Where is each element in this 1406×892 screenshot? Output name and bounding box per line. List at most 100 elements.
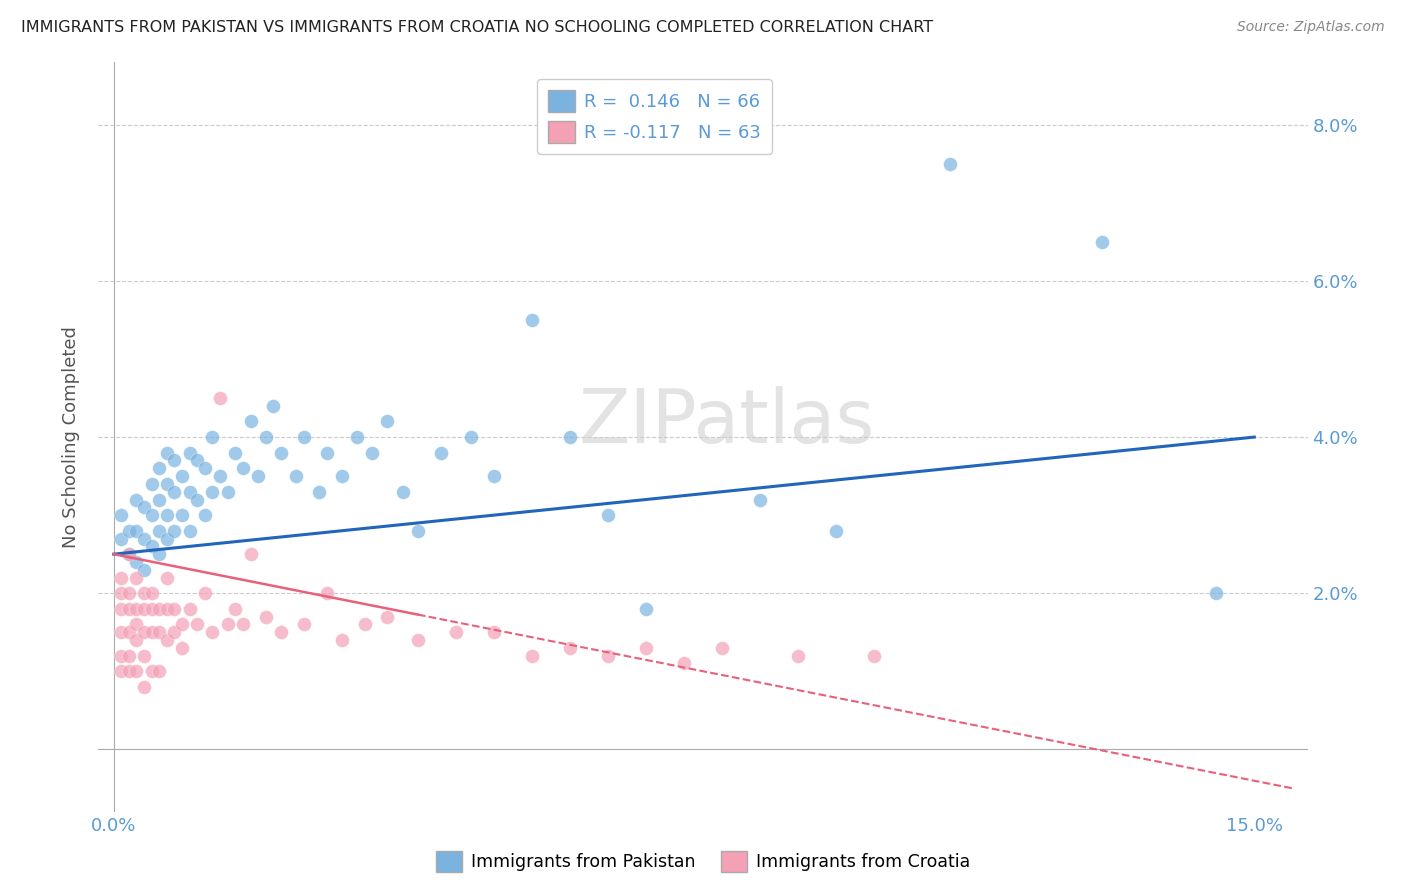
Point <box>558 430 581 444</box>
Point <box>141 508 163 523</box>
Point <box>132 602 155 616</box>
Point <box>148 547 170 561</box>
Point <box>224 602 246 616</box>
Point <box>232 461 254 475</box>
Text: IMMIGRANTS FROM PAKISTAN VS IMMIGRANTS FROM CROATIA NO SCHOOLING COMPLETED CORRE: IMMIGRANTS FROM PAKISTAN VS IMMIGRANTS F… <box>21 20 934 35</box>
Point <box>125 602 148 616</box>
Point <box>292 430 315 444</box>
Point <box>308 484 330 499</box>
Point <box>194 586 217 600</box>
Point <box>247 469 270 483</box>
Point <box>377 609 399 624</box>
Point <box>148 461 170 475</box>
Point <box>141 586 163 600</box>
Point <box>186 453 208 467</box>
Point <box>170 469 193 483</box>
Point <box>444 625 467 640</box>
Point <box>262 399 284 413</box>
Point <box>148 664 170 679</box>
Point <box>118 602 141 616</box>
Point <box>141 625 163 640</box>
Point <box>163 602 186 616</box>
Point <box>406 633 429 648</box>
Point <box>353 617 375 632</box>
Point <box>110 625 132 640</box>
Point <box>224 446 246 460</box>
Point <box>110 586 132 600</box>
Point <box>239 414 262 428</box>
Point <box>118 625 141 640</box>
Point <box>285 469 308 483</box>
Point <box>148 625 170 640</box>
Point <box>558 640 581 655</box>
Point <box>156 508 179 523</box>
Point <box>391 484 413 499</box>
Point <box>156 476 179 491</box>
Point <box>125 524 148 538</box>
Point <box>634 640 657 655</box>
Point <box>429 446 451 460</box>
Point <box>141 664 163 679</box>
Point <box>749 492 772 507</box>
Point <box>141 476 163 491</box>
Point <box>209 391 232 405</box>
Point <box>217 484 239 499</box>
Point <box>118 524 141 538</box>
Point <box>110 508 132 523</box>
Point <box>482 469 505 483</box>
Point <box>179 446 201 460</box>
Y-axis label: No Schooling Completed: No Schooling Completed <box>62 326 80 548</box>
Point <box>520 313 543 327</box>
Point <box>125 633 148 648</box>
Point <box>170 640 193 655</box>
Point <box>315 586 337 600</box>
Point <box>132 586 155 600</box>
Point <box>156 446 179 460</box>
Point <box>254 609 277 624</box>
Point <box>110 602 132 616</box>
Point <box>156 633 179 648</box>
Point <box>179 484 201 499</box>
Point <box>110 532 132 546</box>
Point <box>125 617 148 632</box>
Point <box>330 469 353 483</box>
Point <box>315 446 337 460</box>
Point <box>863 648 886 663</box>
Point <box>156 532 179 546</box>
Point <box>596 648 619 663</box>
Point <box>482 625 505 640</box>
Point <box>270 625 292 640</box>
Point <box>125 571 148 585</box>
Point <box>232 617 254 632</box>
Point <box>1205 586 1227 600</box>
Point <box>825 524 848 538</box>
Point <box>520 648 543 663</box>
Point <box>217 617 239 632</box>
Point <box>254 430 277 444</box>
Point <box>148 492 170 507</box>
Point <box>132 680 155 694</box>
Point <box>163 453 186 467</box>
Point <box>270 446 292 460</box>
Point <box>132 648 155 663</box>
Point <box>194 461 217 475</box>
Point <box>346 430 368 444</box>
Point <box>330 633 353 648</box>
Point <box>132 563 155 577</box>
Point <box>148 602 170 616</box>
Point <box>672 657 695 671</box>
Point <box>132 532 155 546</box>
Point <box>110 648 132 663</box>
Point <box>118 648 141 663</box>
Point <box>132 625 155 640</box>
Point <box>634 602 657 616</box>
Point <box>377 414 399 428</box>
Point <box>125 492 148 507</box>
Point <box>170 617 193 632</box>
Point <box>209 469 232 483</box>
Point <box>179 602 201 616</box>
Point <box>186 617 208 632</box>
Point <box>163 484 186 499</box>
Point <box>110 664 132 679</box>
Point <box>118 547 141 561</box>
